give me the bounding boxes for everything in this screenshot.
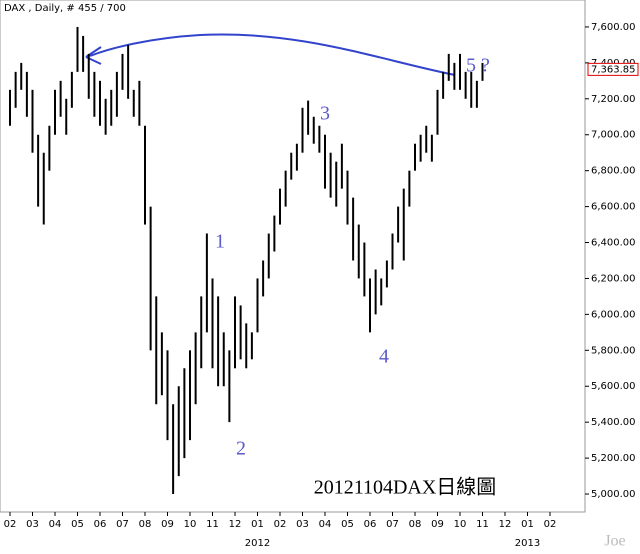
y-tick-label: 5,000.00 [591, 489, 636, 500]
x-tick-label: 09 [431, 519, 444, 530]
y-tick-label: 6,400.00 [591, 238, 636, 249]
wave-label: 4 [379, 346, 389, 368]
x-tick-label: 10 [184, 519, 197, 530]
x-tick-label: 07 [386, 519, 399, 530]
x-tick-label: 04 [319, 519, 332, 530]
watermark: Joe [604, 533, 625, 550]
x-tick-label: 04 [49, 519, 62, 530]
x-tick-label: 01 [251, 519, 264, 530]
wave-label: 2 [236, 438, 246, 460]
last-price-label: 7,363.85 [591, 64, 636, 75]
y-tick-label: 7,600.00 [591, 22, 636, 33]
x-tick-label: 12 [229, 519, 242, 530]
y-tick-label: 5,400.00 [591, 417, 636, 428]
year-label: 2012 [245, 538, 270, 549]
y-tick-label: 6,000.00 [591, 309, 636, 320]
x-tick-label: 12 [499, 519, 512, 530]
y-tick-label: 5,600.00 [591, 381, 636, 392]
x-tick-label: 01 [521, 519, 534, 530]
x-tick-label: 03 [296, 519, 309, 530]
year-label: 2013 [515, 538, 540, 549]
x-tick-label: 03 [26, 519, 39, 530]
x-tick-label: 05 [341, 519, 354, 530]
arrow [89, 33, 456, 76]
chart-title: DAX , Daily, # 455 / 700 [4, 3, 126, 14]
caption: 20121104DAX日線圖 [314, 476, 497, 499]
x-tick-label: 08 [139, 519, 152, 530]
y-tick-label: 6,200.00 [591, 273, 636, 284]
y-tick-label: 7,200.00 [591, 94, 636, 105]
last-price-box [587, 62, 639, 76]
x-tick-label: 06 [94, 519, 107, 530]
x-tick-label: 09 [161, 519, 174, 530]
wave-label: 1 [215, 231, 225, 253]
x-tick-label: 11 [476, 519, 489, 530]
x-tick-label: 02 [274, 519, 287, 530]
x-tick-label: 10 [454, 519, 467, 530]
plot-area [0, 0, 586, 513]
x-tick-label: 07 [116, 519, 129, 530]
y-tick-label: 5,200.00 [591, 453, 636, 464]
x-tick-label: 05 [71, 519, 84, 530]
y-tick-label: 6,800.00 [591, 166, 636, 177]
wave-label: 5 ? [466, 55, 490, 77]
y-tick-label: 7,000.00 [591, 130, 636, 141]
x-tick-label: 02 [544, 519, 557, 530]
x-tick-label: 08 [409, 519, 422, 530]
wave-label: 3 [320, 103, 330, 125]
y-tick-label: 5,800.00 [591, 345, 636, 356]
x-tick-label: 06 [364, 519, 377, 530]
x-tick-label: 02 [4, 519, 17, 530]
x-tick-label: 11 [206, 519, 219, 530]
y-tick-label: 6,600.00 [591, 202, 636, 213]
